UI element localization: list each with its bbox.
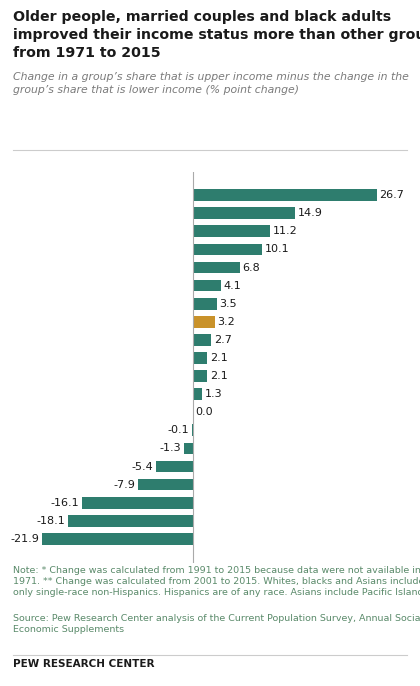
Text: Change in a group’s share that is upper income minus the change in the
group’s s: Change in a group’s share that is upper … xyxy=(13,72,409,95)
Text: 6.8: 6.8 xyxy=(242,263,260,272)
Text: 2.7: 2.7 xyxy=(214,335,232,345)
Bar xyxy=(193,334,211,346)
Bar xyxy=(42,533,193,545)
Text: 4.1: 4.1 xyxy=(224,281,241,291)
Text: 10.1: 10.1 xyxy=(265,244,290,255)
Text: -7.9: -7.9 xyxy=(114,480,136,490)
Bar xyxy=(155,460,193,473)
Bar xyxy=(139,479,193,490)
Text: -0.1: -0.1 xyxy=(168,425,189,436)
Bar xyxy=(193,226,270,237)
Text: -21.9: -21.9 xyxy=(10,534,39,544)
Bar xyxy=(193,352,207,364)
Bar xyxy=(193,207,295,219)
Bar xyxy=(193,244,262,255)
Text: Note: * Change was calculated from 1991 to 2015 because data were not available : Note: * Change was calculated from 1991 … xyxy=(13,566,420,597)
Text: 3.5: 3.5 xyxy=(220,298,237,309)
Bar xyxy=(82,497,193,508)
Text: 2.1: 2.1 xyxy=(210,371,228,381)
Text: 1.3: 1.3 xyxy=(205,389,222,399)
Bar xyxy=(184,442,193,454)
Bar xyxy=(193,316,215,328)
Bar xyxy=(192,425,193,436)
Text: -16.1: -16.1 xyxy=(50,497,79,508)
Text: -18.1: -18.1 xyxy=(37,516,66,525)
Text: 26.7: 26.7 xyxy=(379,190,404,200)
Text: PEW RESEARCH CENTER: PEW RESEARCH CENTER xyxy=(13,659,154,669)
Text: 2.1: 2.1 xyxy=(210,353,228,363)
Text: -5.4: -5.4 xyxy=(131,462,153,471)
Bar xyxy=(193,298,217,309)
Text: Source: Pew Research Center analysis of the Current Population Survey, Annual So: Source: Pew Research Center analysis of … xyxy=(13,614,420,634)
Bar xyxy=(68,515,193,527)
Text: 0.0: 0.0 xyxy=(196,407,213,417)
Bar xyxy=(193,189,377,201)
Bar xyxy=(193,280,221,292)
Text: 14.9: 14.9 xyxy=(298,209,323,218)
Text: 3.2: 3.2 xyxy=(218,317,235,327)
Bar xyxy=(193,370,207,382)
Text: 11.2: 11.2 xyxy=(273,226,297,237)
Bar xyxy=(193,261,239,274)
Text: -1.3: -1.3 xyxy=(160,443,181,453)
Bar xyxy=(193,388,202,400)
Text: Older people, married couples and black adults
improved their income status more: Older people, married couples and black … xyxy=(13,10,420,60)
